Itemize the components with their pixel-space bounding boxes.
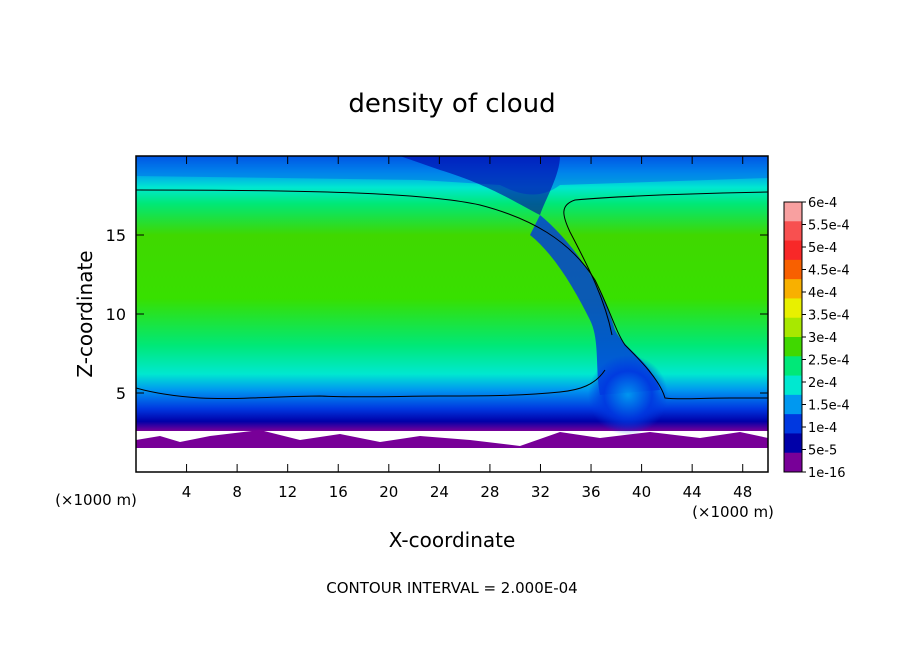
y-tick-label: 15	[106, 226, 126, 245]
x-tick-label: 16	[329, 483, 348, 501]
colorbar-label: 5e-5	[808, 444, 837, 459]
x-tick-label: 32	[531, 483, 550, 501]
colorbar-swatch	[784, 337, 802, 357]
x-tick-label: 44	[683, 483, 702, 501]
x-tick-label: 8	[232, 483, 242, 501]
downdraft-plume	[530, 215, 660, 395]
x-axis-label: X-coordinate	[389, 528, 516, 552]
colorbar-label: 3.5e-4	[808, 309, 850, 324]
colorbar-swatch	[784, 394, 802, 415]
x-tick-label: 4	[182, 483, 192, 501]
colorbar-label: 3e-4	[808, 331, 837, 346]
density-field	[136, 156, 768, 472]
x-ticks: 4 8 12 16 20 24 28 32 36 40 44 48	[182, 156, 752, 501]
x-tick-label: 24	[430, 483, 449, 501]
colorbar-swatch	[784, 202, 802, 222]
colorbar-swatch	[784, 240, 802, 261]
top-core	[400, 156, 560, 215]
colorbar-swatch	[784, 317, 802, 338]
colorbar-label: 1.5e-4	[808, 399, 850, 414]
colorbar-swatch	[784, 375, 802, 396]
colorbar-swatch	[784, 221, 802, 242]
colorbar-label: 5e-4	[808, 241, 837, 256]
colorbar-label: 1e-4	[808, 421, 837, 436]
contour-interval-footer: CONTOUR INTERVAL = 2.000E-04	[326, 579, 577, 597]
colorbar-swatch	[784, 414, 802, 434]
x-tick-label: 36	[581, 483, 600, 501]
contour-line-lower	[136, 369, 606, 400]
colorbar-swatch	[784, 279, 802, 299]
x-tick-label: 28	[480, 483, 499, 501]
colorbar-label: 4e-4	[808, 286, 837, 301]
y-ticks: 5 10 15	[106, 226, 768, 403]
contour-line-plume	[563, 191, 768, 336]
colorbar-label: 1e-16	[808, 466, 846, 481]
upper-low-density-band	[136, 156, 768, 195]
colorbar-label: 5.5e-4	[808, 219, 850, 234]
chart-title: density of cloud	[348, 89, 555, 119]
colorbar-label: 6e-4	[808, 196, 837, 211]
x-unit-left: (×1000 m)	[55, 491, 137, 509]
colorbar: 6e-4 5.5e-4 5e-4 4.5e-4 4e-4 3.5e-4 3e-4 2.5e-4…	[783, 196, 850, 481]
colorbar-swatch	[784, 433, 802, 454]
y-tick-label: 5	[116, 384, 126, 403]
colorbar-label: 4.5e-4	[808, 264, 850, 279]
plot-area	[136, 156, 768, 472]
contour-line-right	[136, 189, 768, 400]
x-tick-label: 20	[379, 483, 398, 501]
colorbar-label: 2.5e-4	[808, 354, 850, 369]
colorbar-swatch	[784, 356, 802, 377]
x-tick-label: 40	[632, 483, 651, 501]
colorbar-swatch	[784, 298, 802, 319]
plume-base	[588, 355, 668, 435]
x-tick-label: 12	[278, 483, 297, 501]
colorbar-swatch	[784, 259, 802, 280]
cloud-base	[136, 430, 768, 448]
colorbar-label: 2e-4	[808, 376, 837, 391]
y-axis-label: Z-coordinate	[73, 250, 97, 377]
x-unit-right: (×1000 m)	[692, 503, 774, 521]
x-tick-label: 48	[733, 483, 752, 501]
colorbar-swatch	[784, 452, 802, 473]
y-tick-label: 10	[106, 305, 126, 324]
